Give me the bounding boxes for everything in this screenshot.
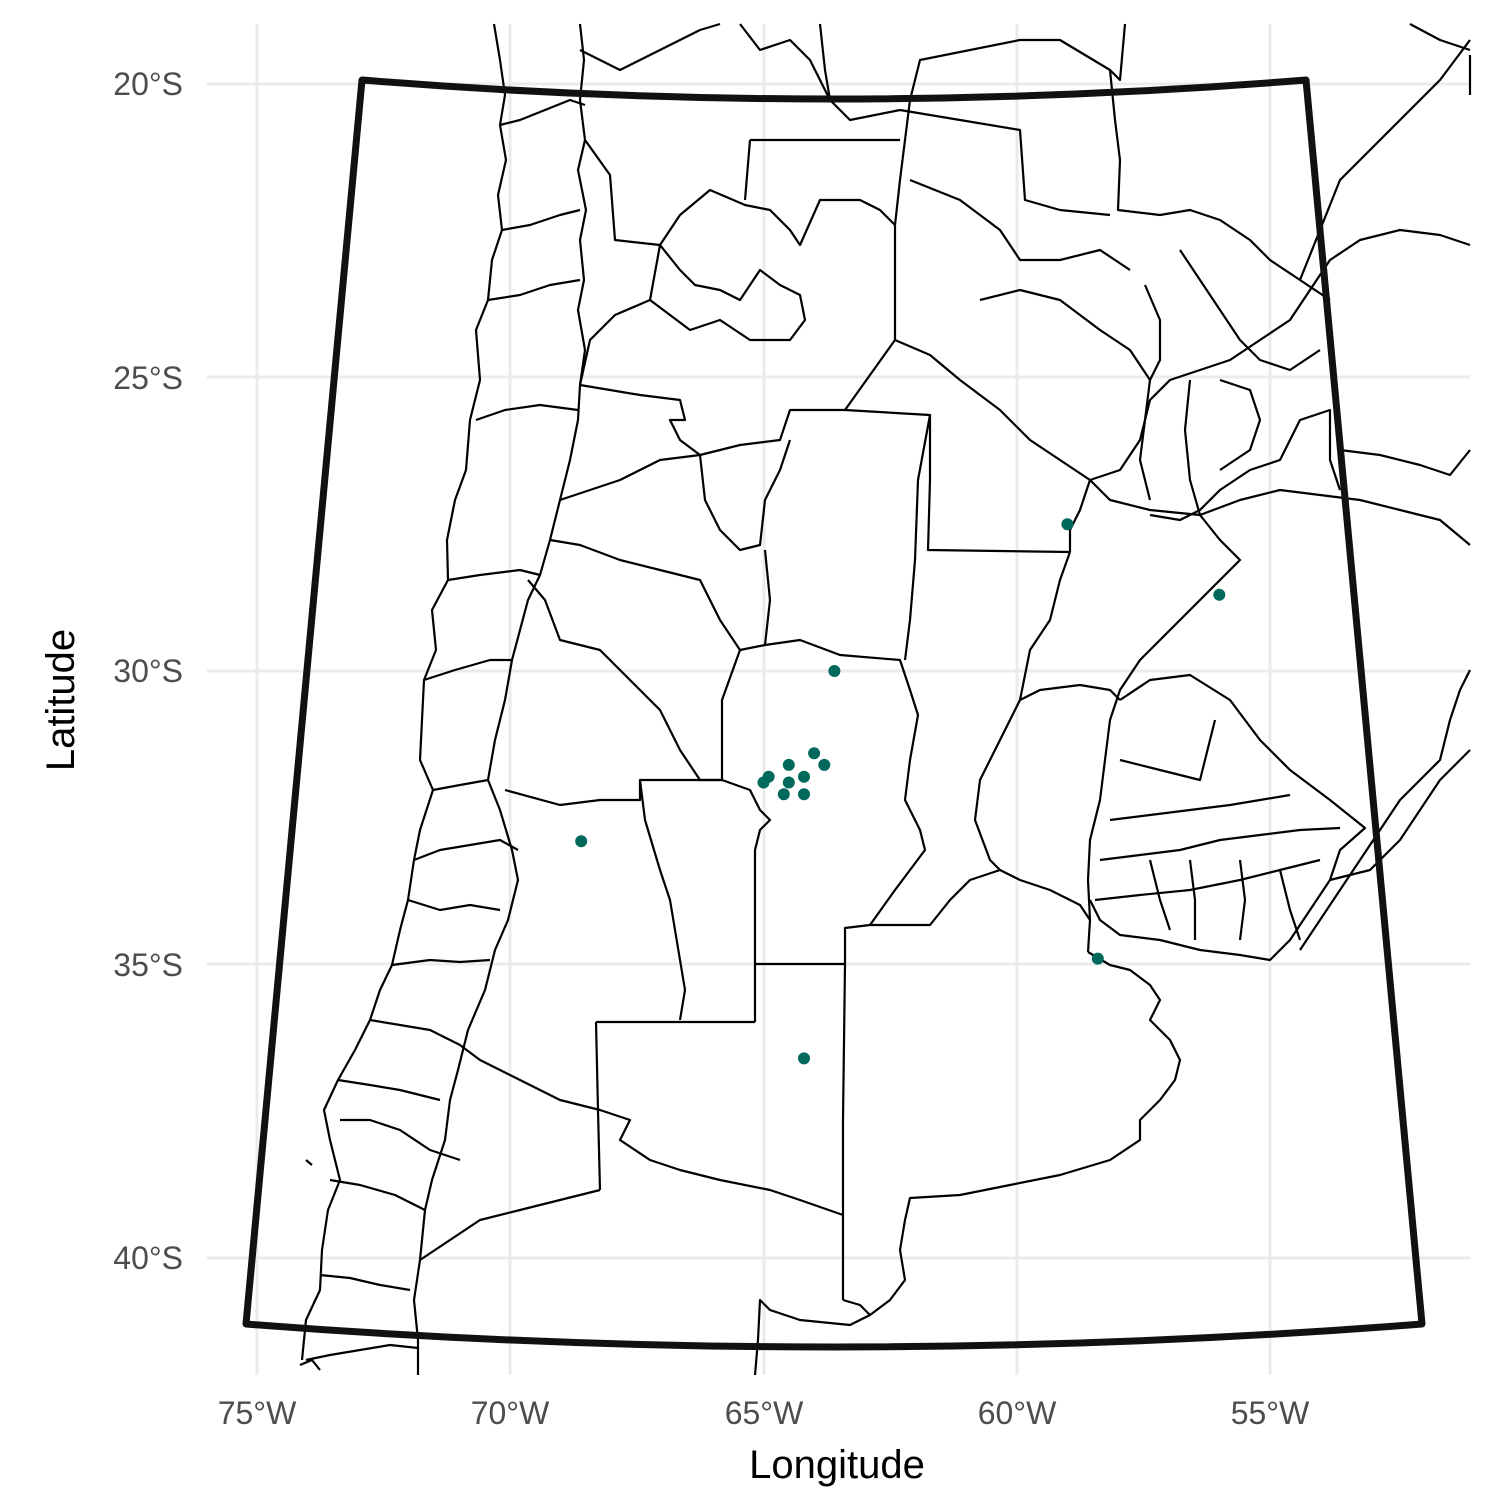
lon-tick-label: 75°W: [218, 1395, 297, 1431]
station-point: [808, 747, 821, 760]
station-point: [818, 758, 831, 771]
station-point: [1091, 952, 1104, 965]
station-point: [575, 835, 588, 848]
station-point: [777, 788, 790, 801]
lon-tick-labels: 75°W 70°W 65°W 60°W 55°W: [218, 1395, 1310, 1431]
station-point: [1213, 588, 1226, 601]
x-axis-title: Longitude: [749, 1443, 925, 1487]
station-point: [798, 788, 810, 801]
station-point: [798, 770, 810, 783]
lon-tick-label: 55°W: [1231, 1395, 1310, 1431]
lat-tick-label: 20°S: [113, 66, 183, 102]
lon-tick-label: 70°W: [471, 1395, 550, 1431]
lat-tick-labels: 20°S 25°S 30°S 35°S 40°S: [113, 66, 183, 1276]
admin-borders: [299, 22, 1472, 1376]
bolivia-border: [584, 23, 1127, 247]
map-frame: [242, 76, 1426, 1351]
pacific-coastline: [300, 23, 508, 1361]
graticule: [207, 24, 1470, 1375]
lat-tick-label: 25°S: [113, 360, 183, 396]
lat-tick-label: 40°S: [113, 1240, 183, 1276]
station-point: [757, 776, 770, 789]
y-axis-title: Latitude: [39, 629, 83, 771]
lat-tick-label: 35°S: [113, 947, 183, 983]
station-point: [798, 1052, 810, 1065]
station-point: [1061, 518, 1074, 531]
andes-border: [412, 23, 588, 1375]
station-point: [828, 665, 841, 677]
station-points: [575, 518, 1226, 1065]
lon-tick-label: 60°W: [978, 1395, 1057, 1431]
station-point: [782, 758, 795, 771]
lon-tick-label: 65°W: [725, 1395, 804, 1431]
atlantic-coastline: [869, 951, 1182, 1316]
lat-tick-label: 30°S: [113, 653, 183, 689]
station-point: [782, 776, 795, 789]
